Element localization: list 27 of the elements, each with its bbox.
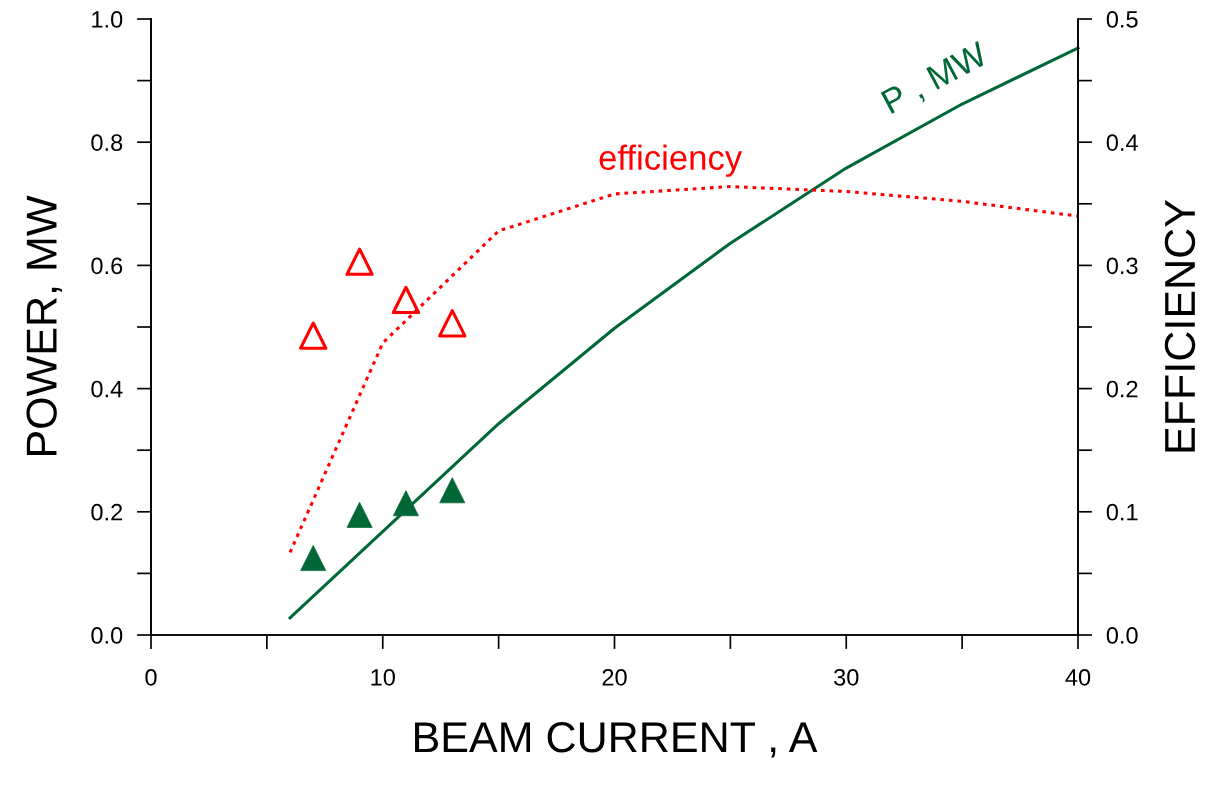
y-tick-label: 0.8	[91, 134, 123, 151]
y2-tick-label: 0.4	[1106, 134, 1138, 151]
point	[391, 285, 421, 315]
annotation: P , MW	[880, 40, 992, 118]
y2-tick-label: 0.5	[1106, 11, 1138, 28]
y2-axis-title: EFFICIENCY	[1164, 199, 1196, 452]
point	[299, 321, 328, 350]
x-tick-label: 20	[602, 668, 627, 686]
y-tick-label: 0.2	[91, 503, 123, 521]
y2-tick-label: 0.2	[1106, 380, 1138, 398]
y-tick-label: 0.6	[91, 257, 123, 275]
annotation: efficiency	[599, 144, 743, 177]
point	[345, 247, 374, 276]
x-tick-label: 10	[371, 668, 395, 686]
point	[438, 309, 467, 338]
y-axis-title: POWER, MW	[26, 195, 62, 456]
y-tick-label: 1.0	[92, 11, 123, 28]
x-axis-title: BEAM CURRENT , A	[415, 722, 818, 758]
y2-tick-label: 0.1	[1106, 503, 1138, 521]
y-tick-label: 0.0	[91, 627, 123, 644]
y-tick-label: 0.4	[91, 380, 123, 398]
x-tick-label: 0	[145, 668, 157, 686]
y2-tick-label: 0.0	[1106, 627, 1138, 644]
x-tick-label: 40	[1065, 668, 1091, 686]
y2-tick-label: 0.3	[1106, 257, 1138, 275]
line-series	[288, 185, 1080, 554]
x-tick-label: 30	[834, 668, 859, 686]
